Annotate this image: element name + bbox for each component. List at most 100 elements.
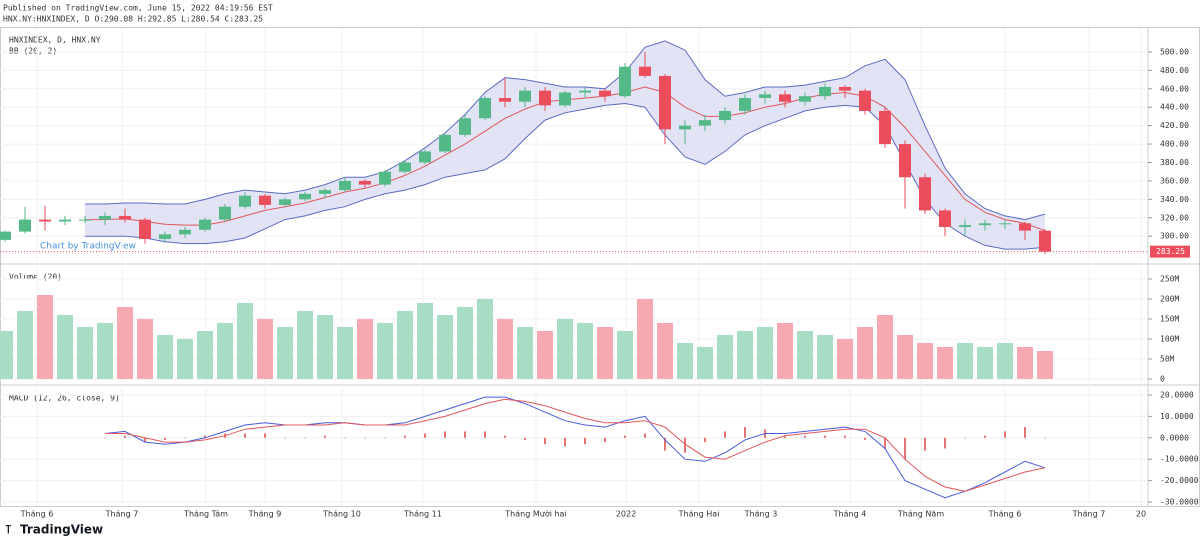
y-tick-label: 500.00 (1160, 47, 1189, 56)
volume-bar (937, 347, 953, 379)
volume-bar (377, 323, 393, 379)
candle-body (239, 195, 251, 207)
histogram-bar (1004, 431, 1006, 438)
histogram-bar (824, 435, 826, 438)
histogram-bar (864, 437, 866, 440)
volume-bar (57, 315, 73, 379)
volume-bar (537, 331, 553, 379)
volume-bar (977, 347, 993, 379)
volume-bar (757, 327, 773, 379)
candle-body (1039, 230, 1051, 252)
y-tick-label: 200M (1160, 295, 1179, 304)
volume-bar (317, 315, 333, 379)
y-tick-label: 380.00 (1160, 158, 1189, 167)
candle-body (279, 199, 291, 205)
candle-body (379, 171, 391, 185)
volume-bar (197, 331, 213, 379)
candle-body (0, 231, 11, 240)
candle-body (479, 98, 491, 119)
volume-bar (277, 327, 293, 379)
candle-body (939, 210, 951, 227)
histogram-bar (944, 437, 946, 449)
volume-bar (957, 343, 973, 379)
volume-bar (1037, 351, 1053, 379)
histogram-bar (324, 435, 326, 438)
candle-body (799, 96, 811, 102)
candle-body (879, 110, 891, 145)
volume-bar (257, 319, 273, 379)
histogram-bar (644, 433, 646, 438)
histogram-bar (504, 435, 506, 438)
histogram-bar (184, 437, 186, 439)
volume-bar (997, 343, 1013, 379)
volume-bar (557, 319, 573, 379)
histogram-bar (664, 437, 666, 451)
x-tick-label: Tháng 6 (988, 510, 1022, 519)
candle-body (419, 151, 431, 163)
volume-bar (697, 347, 713, 379)
histogram-bar (204, 435, 206, 438)
histogram-bar (264, 433, 266, 438)
x-tick-label: Tháng 3 (744, 510, 778, 519)
candle-body (659, 75, 671, 130)
volume-bar (337, 327, 353, 379)
footer-brand: TradingView (20, 523, 103, 537)
histogram-bar (784, 435, 786, 438)
x-tick-label: Tháng 11 (403, 510, 442, 519)
histogram-bar (724, 431, 726, 438)
band-upper (85, 40, 1046, 221)
candle-body (399, 162, 411, 172)
last-price-label: 283.25 (1156, 247, 1185, 256)
candle-body (999, 223, 1011, 225)
candle-body (839, 86, 851, 91)
candle-body (919, 177, 931, 211)
volume-bar (477, 299, 493, 379)
volume-bar (237, 303, 253, 379)
candle-body (959, 225, 971, 227)
y-tick-label: 150M (1160, 315, 1179, 324)
candle-body (739, 98, 751, 111)
y-tick-label: 400.00 (1160, 140, 1189, 149)
candle-body (639, 66, 651, 76)
ohlc-info: HNX.NY:HNXINDEX, D O:290.08 H:292.85 L:2… (3, 15, 263, 24)
y-tick-label: 100M (1160, 335, 1179, 344)
volume-bar (1017, 347, 1033, 379)
volume-bar (737, 331, 753, 379)
x-tick-label: Tháng 7 (105, 510, 139, 519)
volume-bar (297, 311, 313, 379)
candle-body (439, 134, 451, 152)
histogram-bar (844, 435, 846, 438)
published: Published on TradingView.com, June 15, 2… (3, 4, 273, 13)
volume-bar (497, 319, 513, 379)
candle-body (79, 219, 91, 221)
histogram-bar (144, 437, 146, 443)
candle-body (19, 219, 31, 232)
indicator-title: BB (20, 2) (9, 47, 57, 56)
y-tick-label: 480.00 (1160, 66, 1189, 75)
candle-body (299, 193, 311, 200)
volume-bar (157, 335, 173, 379)
candle-body (899, 144, 911, 178)
volume-bar (457, 307, 473, 379)
candle-body (159, 234, 171, 239)
volume-bar (657, 323, 673, 379)
volume-bar (797, 331, 813, 379)
volume-bar (17, 311, 33, 379)
histogram-bar (124, 435, 126, 438)
candle-body (559, 92, 571, 106)
x-tick-label: Tháng 9 (248, 510, 282, 519)
histogram-bar (424, 433, 426, 438)
candle-body (59, 219, 71, 222)
histogram-bar (584, 437, 586, 445)
histogram-bar (964, 437, 966, 439)
volume-bar (637, 299, 653, 379)
candle-body (519, 90, 531, 102)
y-tick-label: 360.00 (1160, 176, 1189, 185)
candle-body (539, 90, 551, 106)
x-tick-label: Tháng 7 (1072, 510, 1106, 519)
candle-body (779, 94, 791, 102)
candle-body (359, 180, 371, 185)
candle-body (1019, 223, 1031, 231)
volume-bar (517, 327, 533, 379)
x-tick-label: Tháng 10 (322, 510, 361, 519)
